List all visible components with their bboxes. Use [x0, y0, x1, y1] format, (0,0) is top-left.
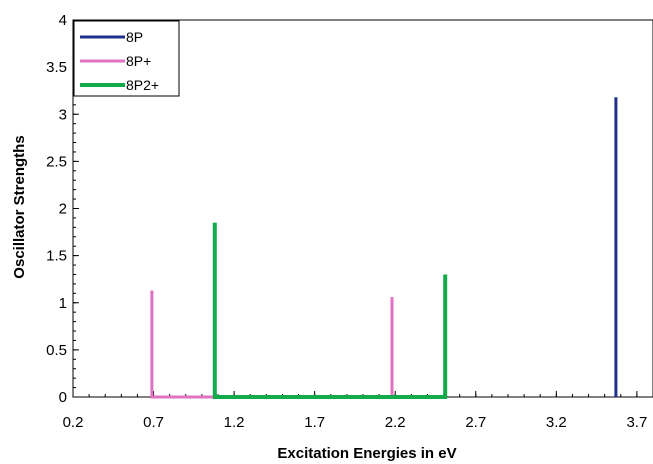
y-tick-label: 3: [59, 106, 67, 123]
legend-label-8p2plus: 8P2+: [126, 77, 159, 93]
legend-label-8pplus: 8P+: [126, 53, 151, 69]
y-tick-label: 2.5: [46, 153, 67, 170]
x-tick-label: 2.7: [465, 414, 486, 431]
y-tick-label: 4: [59, 12, 67, 29]
series-layer: [150, 97, 618, 399]
y-tick-label: 1: [59, 295, 67, 312]
y-axis-ticks: 0 0.5 1 1.5 2 2.5 3 3.5 4: [46, 12, 79, 406]
series-line-8pplus: [150, 290, 394, 399]
legend-label-8p: 8P: [126, 29, 143, 45]
x-tick-label: 0.7: [143, 414, 164, 431]
x-tick-label: 1.7: [304, 414, 325, 431]
y-tick-label: 1.5: [46, 248, 67, 265]
series-line-8p2plus: [212, 222, 448, 399]
legend: 8P 8P+ 8P2+: [73, 20, 180, 97]
x-axis-title: Excitation Energies in eV: [277, 445, 456, 462]
x-tick-label: 3.2: [546, 414, 567, 431]
y-tick-label: 0: [59, 389, 67, 406]
x-axis-ticks: 0.2 0.7 1.2 1.7 2.2 2.7 3.2 3.7: [63, 391, 647, 431]
x-tick-label: 0.2: [63, 414, 84, 431]
x-tick-label: 2.2: [385, 414, 406, 431]
y-tick-label: 0.5: [46, 342, 67, 359]
x-tick-label: 1.2: [224, 414, 245, 431]
y-tick-label: 2: [59, 201, 67, 218]
y-tick-label: 3.5: [46, 59, 67, 76]
x-tick-label: 3.7: [626, 414, 647, 431]
y-axis-title: Oscillator Strengths: [11, 135, 28, 278]
